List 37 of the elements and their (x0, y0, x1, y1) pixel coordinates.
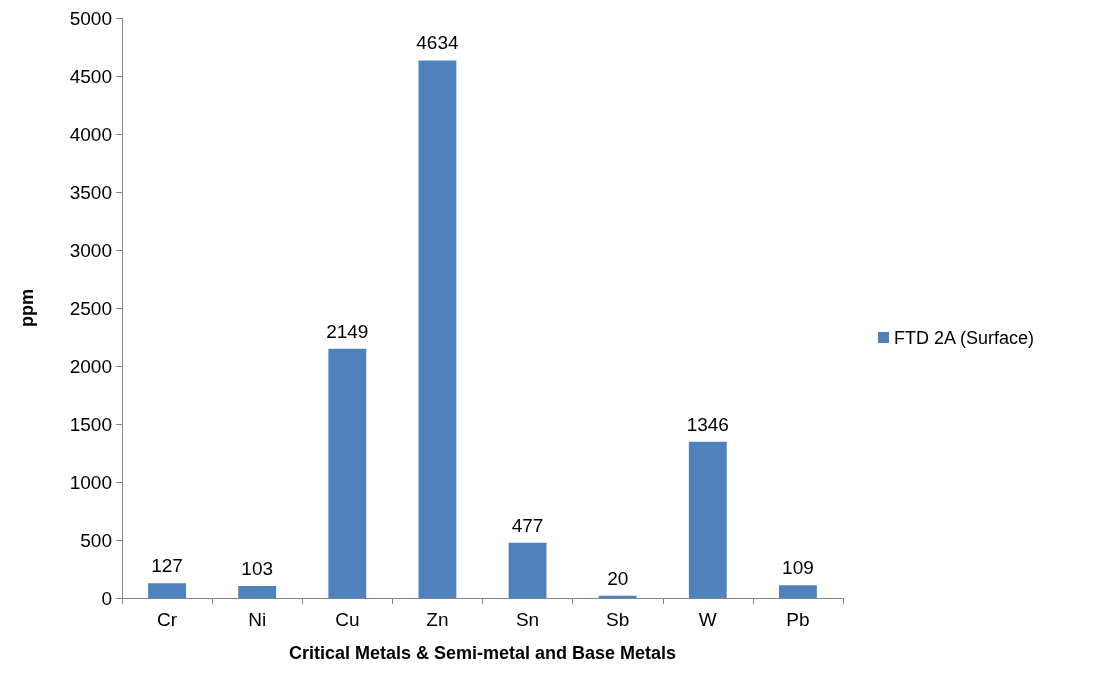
bar (508, 542, 547, 598)
y-tick-label: 3000 (69, 239, 112, 261)
data-label: 127 (151, 555, 183, 577)
data-label: 4634 (416, 32, 459, 54)
x-tick-label: Cu (335, 609, 360, 630)
y-tick-label: 2500 (69, 297, 112, 319)
y-tick-label: 2000 (69, 355, 112, 377)
x-tick-label: Zn (426, 609, 449, 630)
bar (418, 60, 457, 598)
x-tick-label: Pb (786, 609, 810, 630)
x-tick-label: Cr (157, 609, 178, 630)
x-tick-label: Sb (606, 609, 630, 630)
y-tick-label: 3500 (69, 181, 112, 203)
data-label: 20 (607, 567, 629, 589)
y-tick-label: 4500 (69, 65, 112, 87)
data-label: 109 (782, 557, 814, 579)
y-tick-label: 0 (101, 587, 112, 609)
x-axis-title: Critical Metals & Semi-metal and Base Metals (288, 643, 677, 663)
bar (779, 585, 817, 598)
y-tick-label: 5000 (69, 7, 112, 29)
y-axis-title: ppm (17, 289, 37, 327)
y-tick-label: 1000 (69, 471, 112, 493)
bar (238, 586, 277, 598)
data-label: 477 (511, 514, 544, 536)
bar (688, 441, 727, 598)
y-tick-label: 1500 (69, 413, 112, 435)
x-tick-label: Ni (248, 609, 267, 630)
data-label: 103 (241, 558, 274, 580)
bar (328, 348, 367, 598)
legend-label: FTD 2A (Surface) (894, 327, 1035, 348)
y-tick-label: 500 (80, 529, 112, 551)
y-tick-label: 4000 (69, 123, 112, 145)
x-tick-label: W (698, 609, 717, 630)
x-tick-label: Sn (515, 609, 540, 630)
data-label: 2149 (326, 320, 369, 342)
bar (148, 583, 186, 598)
data-label: 1346 (686, 413, 729, 435)
